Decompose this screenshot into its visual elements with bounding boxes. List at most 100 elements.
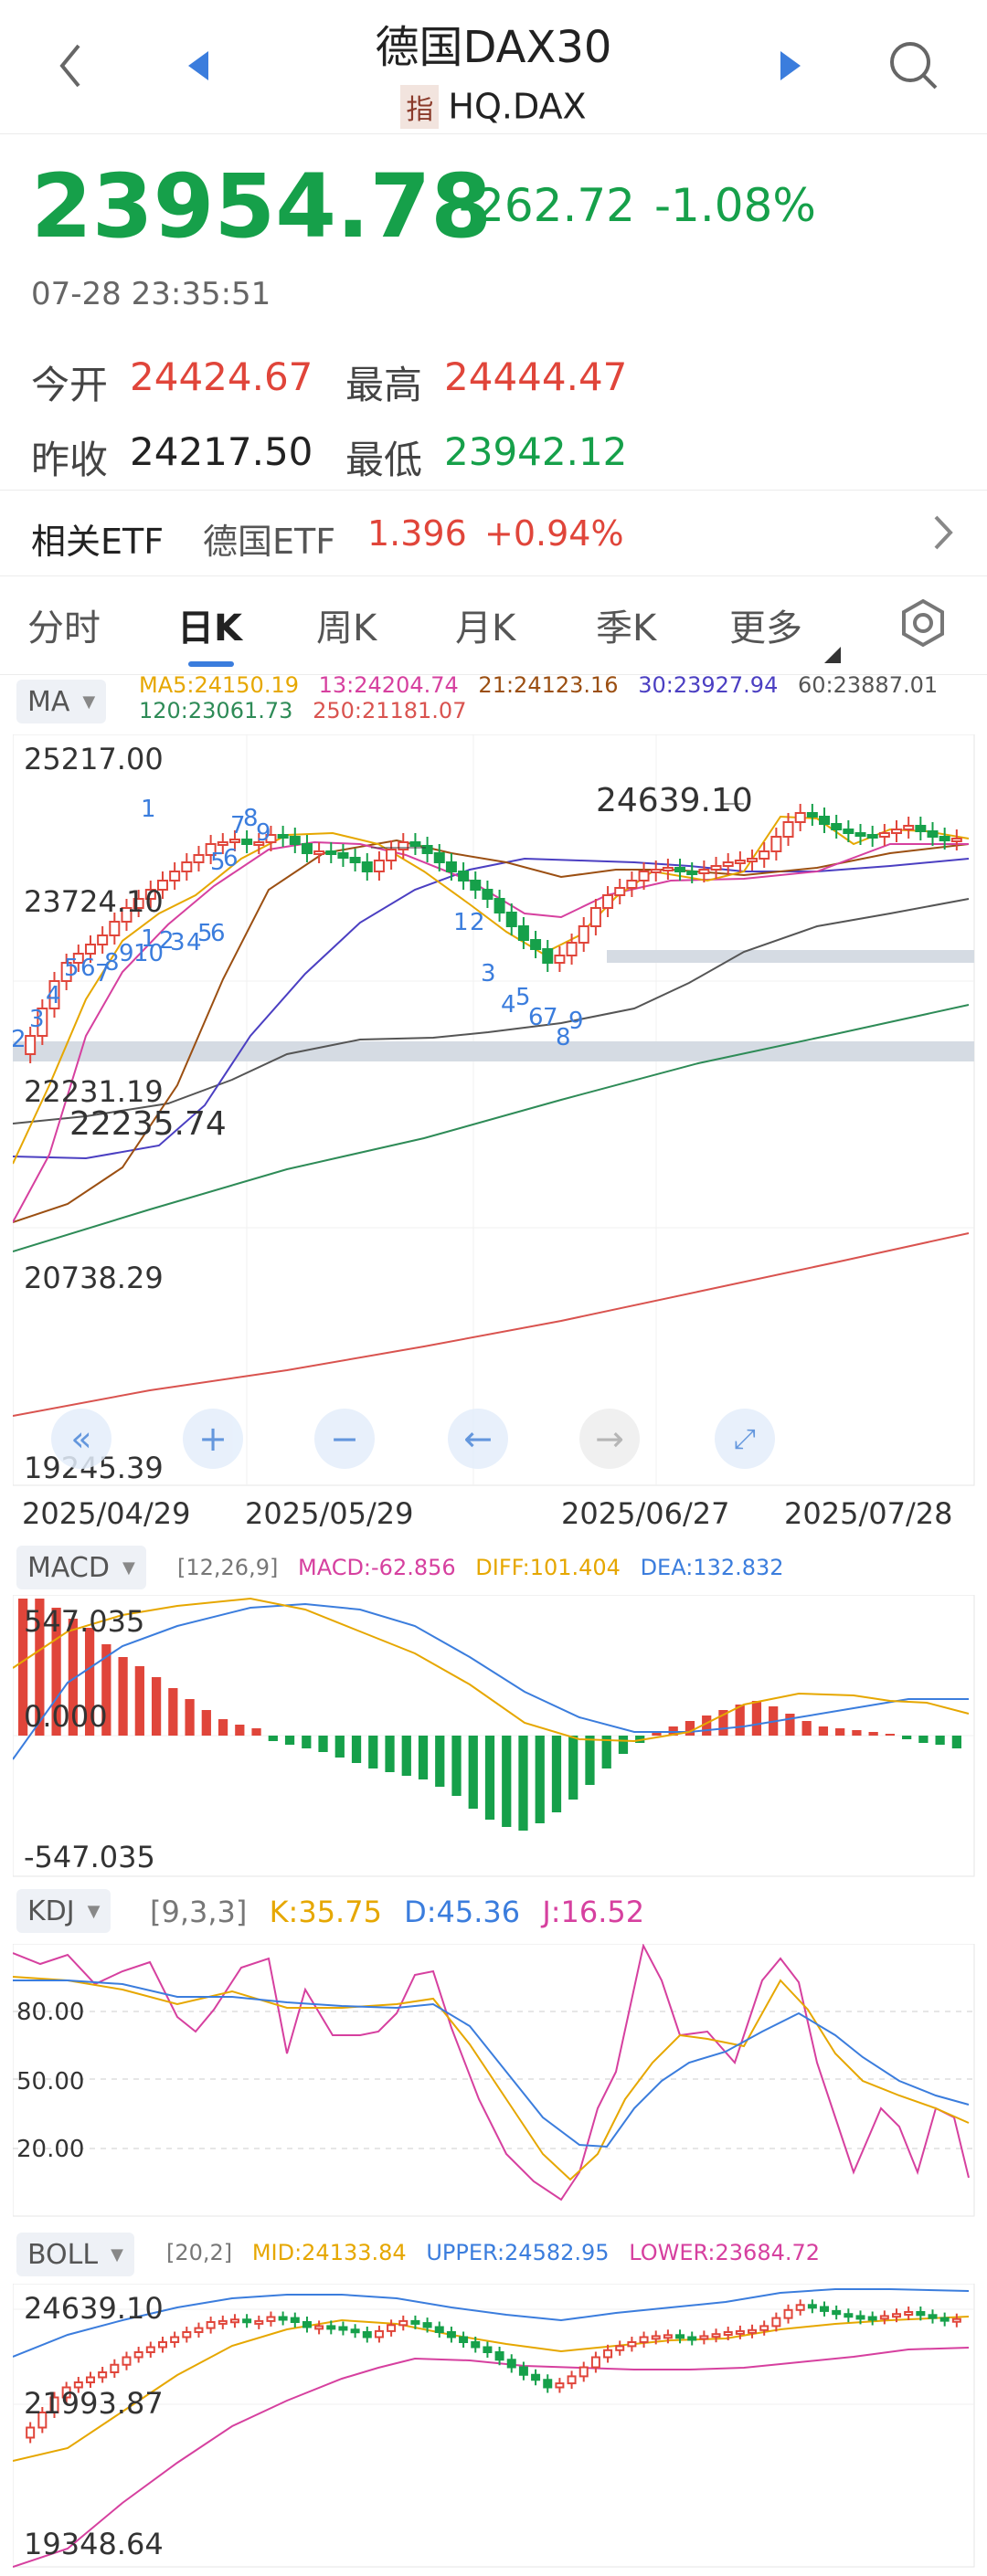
macd-legend: [12,26,9] MACD:-62.856 DIFF:101.404 DEA:… bbox=[177, 1555, 797, 1580]
svg-text:1: 1 bbox=[141, 796, 156, 823]
kdj-selector[interactable]: KDJ ▼ bbox=[16, 1889, 111, 1933]
low-value: 23942.12 bbox=[444, 429, 628, 474]
boll-candle-body bbox=[567, 2375, 577, 2385]
pan-left-button[interactable]: ← bbox=[448, 1409, 508, 1469]
last-price: 23954.78 bbox=[31, 155, 493, 258]
boll-candle-body bbox=[314, 2325, 324, 2330]
macd-bar bbox=[151, 1677, 162, 1736]
index-badge: 指 bbox=[400, 84, 440, 129]
candle-body bbox=[614, 887, 626, 896]
macd-bar bbox=[385, 1736, 395, 1772]
zoom-in-button[interactable]: + bbox=[183, 1409, 243, 1469]
boll-candle-body bbox=[603, 2349, 613, 2359]
legend-ma5: MA5:24150.19 bbox=[139, 672, 299, 698]
svg-text:8: 8 bbox=[243, 805, 259, 832]
boll-candle-body bbox=[844, 2313, 854, 2318]
fullscreen-button[interactable]: ⤢ bbox=[715, 1409, 775, 1469]
candle-body bbox=[494, 898, 505, 913]
macd-bar bbox=[835, 1728, 845, 1736]
macd-bar bbox=[718, 1710, 728, 1736]
macd-bar bbox=[368, 1736, 378, 1768]
tab-quarterly[interactable]: 季K bbox=[596, 607, 657, 649]
boll-candle-body bbox=[410, 2319, 420, 2325]
tab-intraday[interactable]: 分时 bbox=[27, 607, 101, 649]
boll-candle-body bbox=[675, 2334, 685, 2339]
macd-bar bbox=[935, 1736, 945, 1745]
ma120-line bbox=[13, 1004, 970, 1252]
candle-body bbox=[349, 857, 361, 863]
candle-body bbox=[337, 852, 349, 859]
candle-body bbox=[722, 861, 734, 867]
boll-candle-body bbox=[892, 2313, 902, 2318]
high-value: 24444.47 bbox=[444, 354, 628, 399]
kdj-legend: [9,3,3] K:35.75 D:45.36 J:16.52 bbox=[150, 1895, 657, 1929]
price-change: -262.72 bbox=[459, 179, 635, 232]
svg-text:1: 1 bbox=[141, 925, 156, 953]
candle-body bbox=[530, 939, 542, 950]
candle-body bbox=[782, 821, 794, 838]
boll-chart[interactable] bbox=[13, 2284, 987, 2569]
macd-chart[interactable] bbox=[13, 1595, 987, 1878]
macd-selector[interactable]: MACD ▼ bbox=[16, 1546, 146, 1589]
boll-candle-body bbox=[61, 2386, 71, 2399]
candle-body bbox=[578, 925, 589, 944]
boll-mid: MID:24133.84 bbox=[251, 2240, 407, 2265]
tab-monthly[interactable]: 月K bbox=[455, 607, 516, 649]
diff-value: DIFF:101.404 bbox=[475, 1555, 621, 1580]
kdj-chart[interactable] bbox=[13, 1944, 987, 2218]
svg-text:6: 6 bbox=[223, 845, 239, 872]
candle-body bbox=[60, 962, 72, 982]
boll-selector[interactable]: BOLL ▼ bbox=[16, 2233, 134, 2276]
macd-bar bbox=[35, 1599, 45, 1736]
boll-candle-body bbox=[939, 2317, 950, 2322]
macd-bar bbox=[218, 1719, 228, 1736]
boll-candle-body bbox=[398, 2319, 409, 2327]
open-value: 24424.67 bbox=[130, 354, 313, 399]
rewind-button[interactable]: « bbox=[51, 1409, 111, 1469]
macd-bar bbox=[401, 1736, 411, 1776]
kdj-y-20: 20.00 bbox=[16, 2136, 85, 2163]
macd-bar bbox=[418, 1736, 429, 1779]
svg-text:2: 2 bbox=[159, 927, 175, 955]
candle-body bbox=[121, 907, 133, 923]
ma30-line bbox=[13, 857, 970, 1160]
back-icon[interactable] bbox=[53, 38, 90, 93]
candle-body bbox=[241, 839, 253, 845]
y-label-3: 22231.19 bbox=[24, 1074, 164, 1109]
candle-body bbox=[602, 894, 614, 909]
boll-candle-body bbox=[170, 2336, 180, 2343]
candle-body bbox=[84, 944, 96, 955]
zoom-out-button[interactable]: − bbox=[314, 1409, 375, 1469]
related-etf-row[interactable]: 相关ETF 德国ETF 1.396 +0.94% bbox=[0, 491, 987, 575]
tab-more[interactable]: 更多 bbox=[729, 607, 802, 649]
boll-candle-body bbox=[194, 2327, 204, 2333]
x-label-4: 2025/07/28 bbox=[784, 1496, 953, 1531]
pan-right-button[interactable]: → bbox=[579, 1409, 640, 1469]
candle-body bbox=[927, 830, 939, 838]
boll-candle-body bbox=[615, 2345, 625, 2351]
boll-candle-body bbox=[879, 2315, 889, 2320]
boll-candle-body bbox=[711, 2333, 721, 2338]
boll-candle-body bbox=[254, 2319, 264, 2325]
boll-candle-body bbox=[110, 2363, 120, 2373]
macd-bar bbox=[435, 1736, 445, 1787]
candle-body bbox=[566, 942, 578, 956]
x-label-2: 2025/05/29 bbox=[245, 1496, 414, 1531]
candle-body bbox=[915, 825, 927, 832]
tab-daily[interactable]: 日K bbox=[177, 607, 242, 649]
svg-text:7: 7 bbox=[95, 960, 111, 987]
boll-candle-body bbox=[26, 2426, 36, 2439]
tab-weekly[interactable]: 周K bbox=[316, 607, 377, 649]
macd-params: [12,26,9] bbox=[177, 1555, 279, 1580]
macd-bar bbox=[284, 1736, 295, 1745]
ma-selector[interactable]: MA ▼ bbox=[16, 680, 107, 723]
boll-candle-body bbox=[326, 2325, 336, 2330]
candle-body bbox=[361, 861, 373, 872]
candle-body bbox=[866, 834, 878, 839]
boll-candle-body bbox=[639, 2336, 649, 2343]
boll-candle-body bbox=[928, 2314, 938, 2319]
boll-candle-body bbox=[362, 2331, 372, 2338]
macd-bar bbox=[885, 1734, 896, 1736]
svg-text:5: 5 bbox=[197, 920, 213, 947]
